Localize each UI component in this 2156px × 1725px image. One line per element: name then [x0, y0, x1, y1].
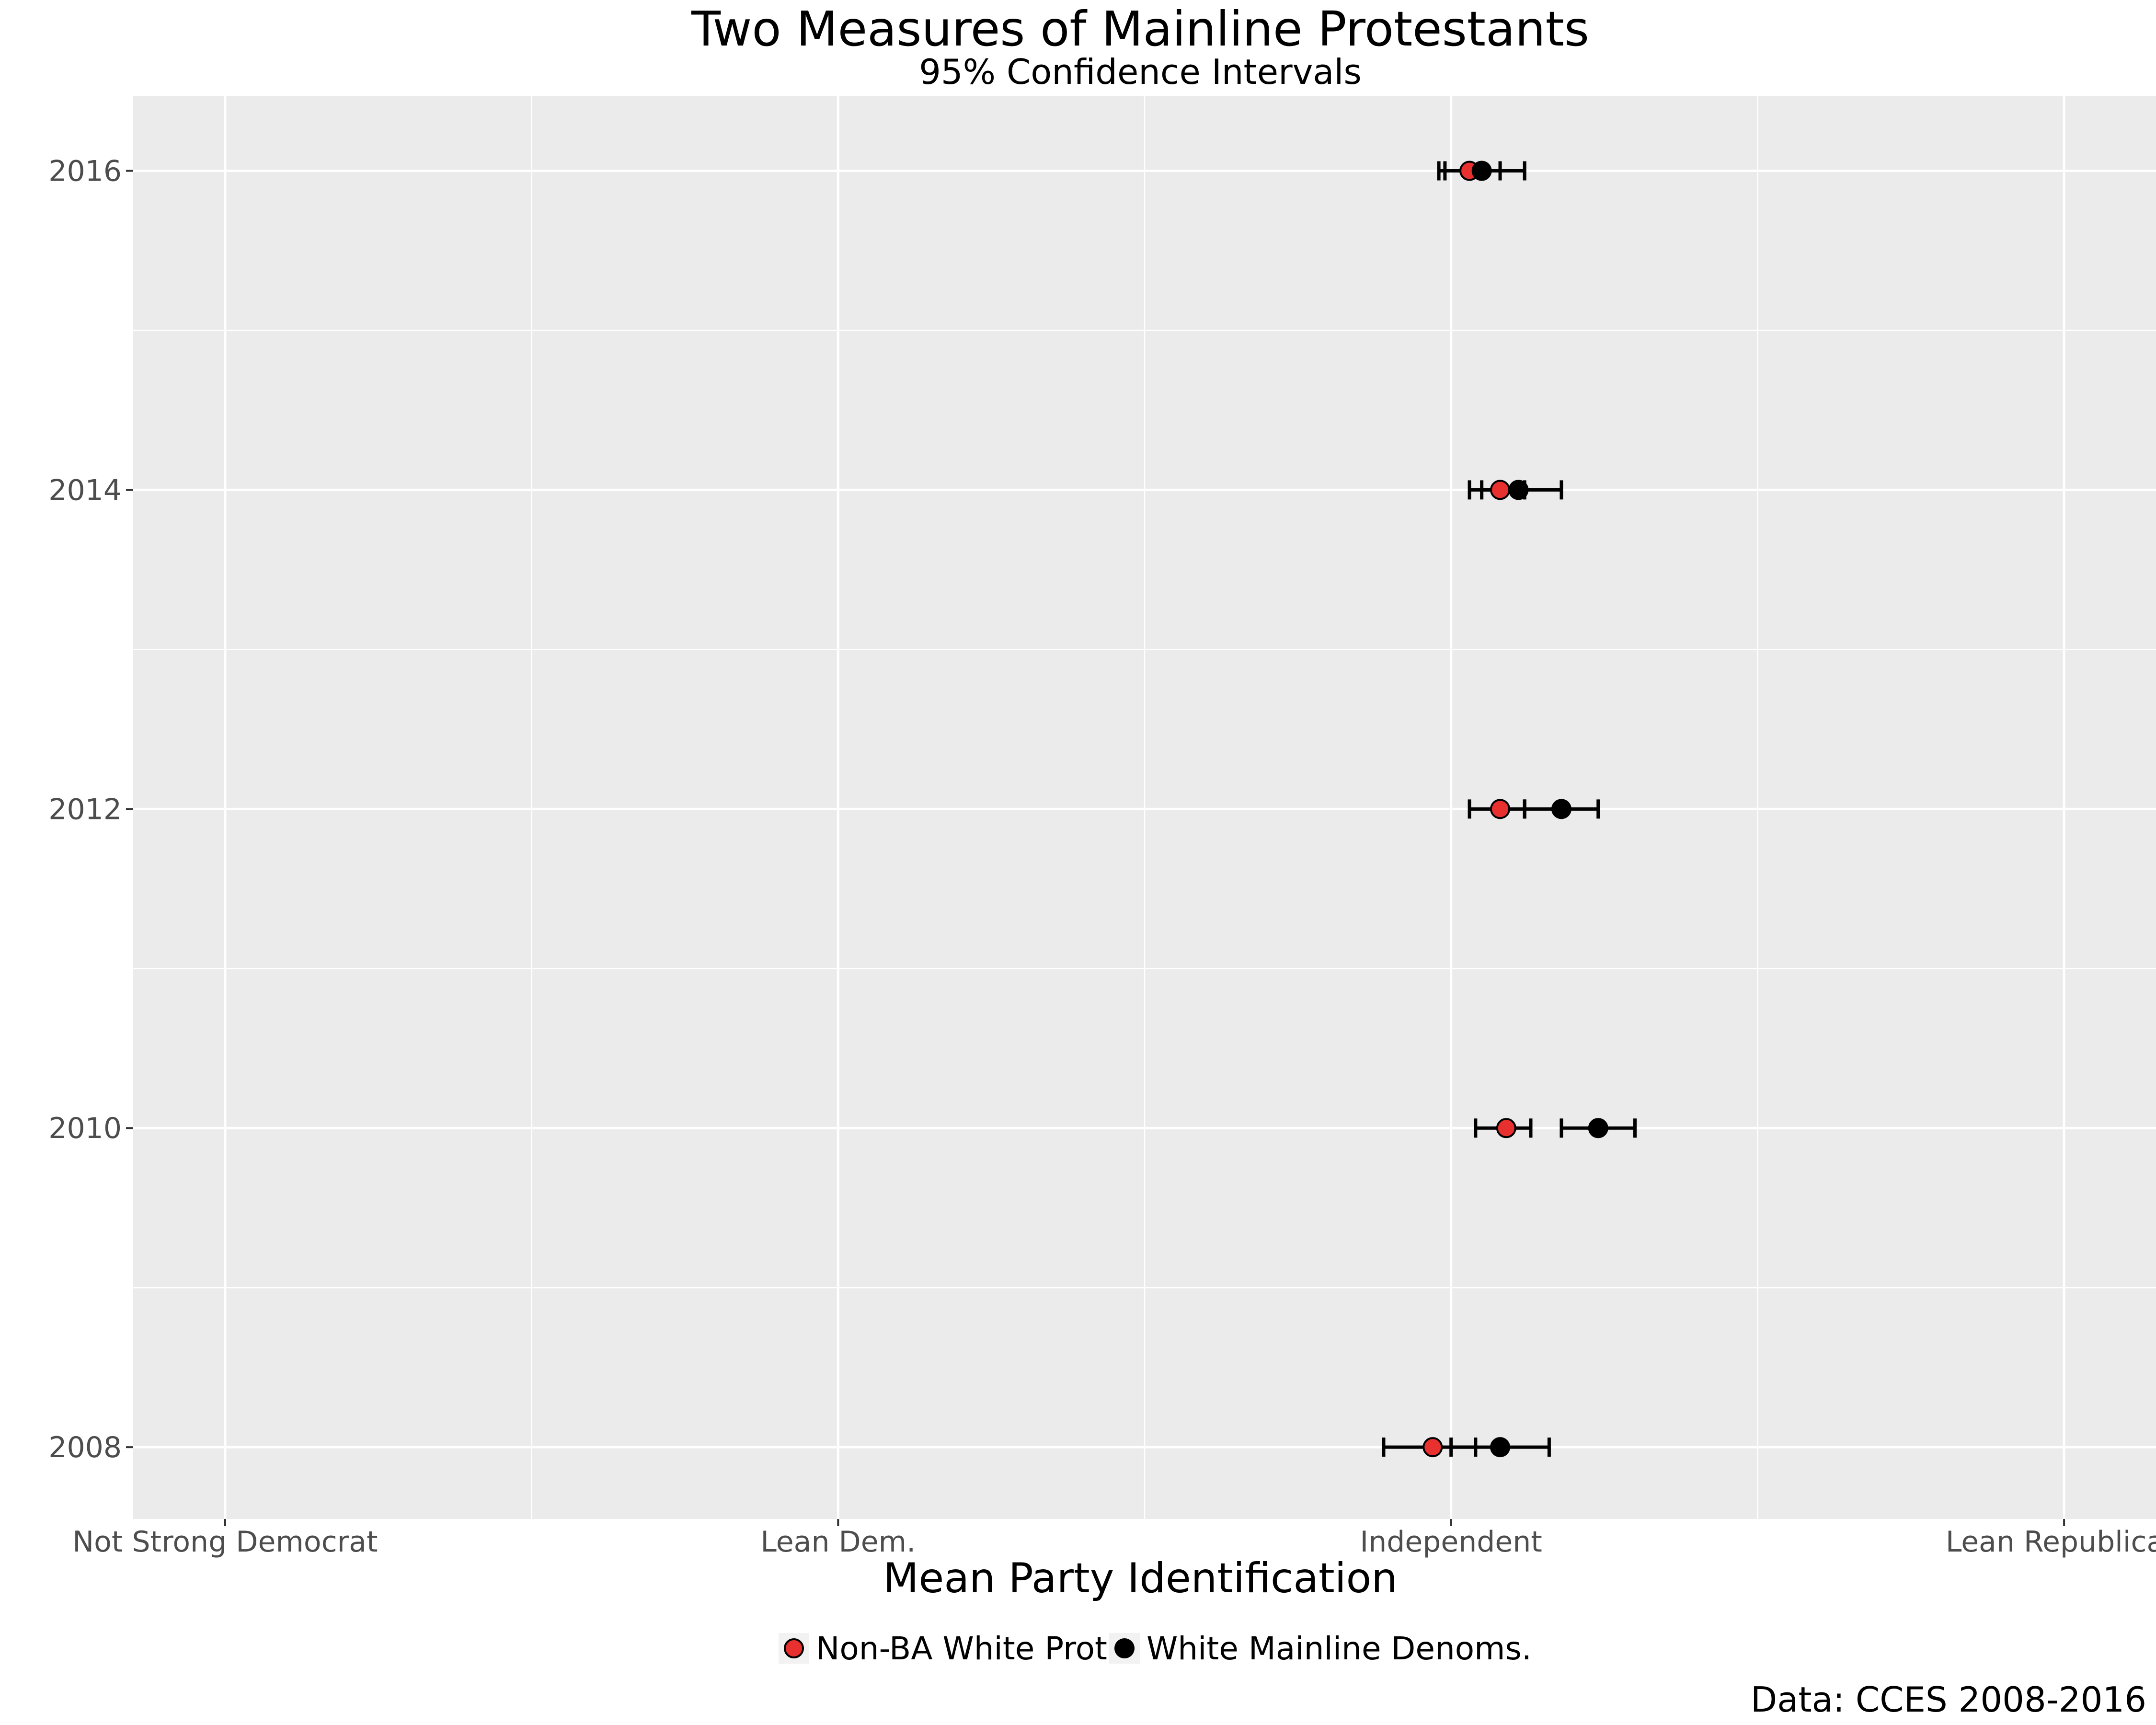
data-point-1 [1508, 480, 1529, 500]
legend-label-1: White Mainline Denoms. [1147, 1630, 1532, 1667]
x-tick-label: Lean Republican [1946, 1525, 2156, 1559]
data-point-1 [1471, 161, 1492, 181]
data-marks [1382, 161, 1637, 1458]
grid-lines [133, 96, 2156, 1519]
x-axis-title: Mean Party Identification [883, 1554, 1398, 1602]
caption: Data: CCES 2008-2016 [1751, 1679, 2146, 1720]
y-tick-label: 2008 [48, 1431, 122, 1464]
y-tick-label: 2010 [48, 1112, 122, 1145]
chart-subtitle: 95% Confidence Intervals [919, 52, 1362, 92]
x-tick-label: Lean Dem. [760, 1525, 916, 1559]
data-point-0 [1490, 480, 1511, 500]
data-point-1 [1551, 799, 1571, 819]
x-tick-label: Independent [1360, 1525, 1542, 1559]
x-axis: Not Strong Democrat Lean Dem. Independent L… [72, 1519, 2156, 1559]
data-point-1 [1588, 1118, 1608, 1138]
chart-title: Two Measures of Mainline Protestants [691, 1, 1589, 57]
legend-key-1 [1114, 1638, 1135, 1658]
legend: Non-BA White Prot. White Mainline Denoms. [779, 1630, 1532, 1667]
data-point-0 [1422, 1437, 1443, 1458]
y-tick-label: 2016 [48, 154, 122, 188]
x-tick-label: Not Strong Democrat [72, 1525, 378, 1559]
y-tick-label: 2014 [48, 473, 122, 507]
data-point-0 [1496, 1118, 1516, 1138]
legend-label-0: Non-BA White Prot. [816, 1630, 1117, 1667]
legend-key-0 [784, 1638, 804, 1658]
data-point-0 [1490, 799, 1511, 819]
y-axis: 2008 2010 2012 2014 2016 [48, 154, 133, 1464]
data-point-1 [1490, 1437, 1511, 1458]
y-tick-label: 2012 [48, 793, 122, 826]
